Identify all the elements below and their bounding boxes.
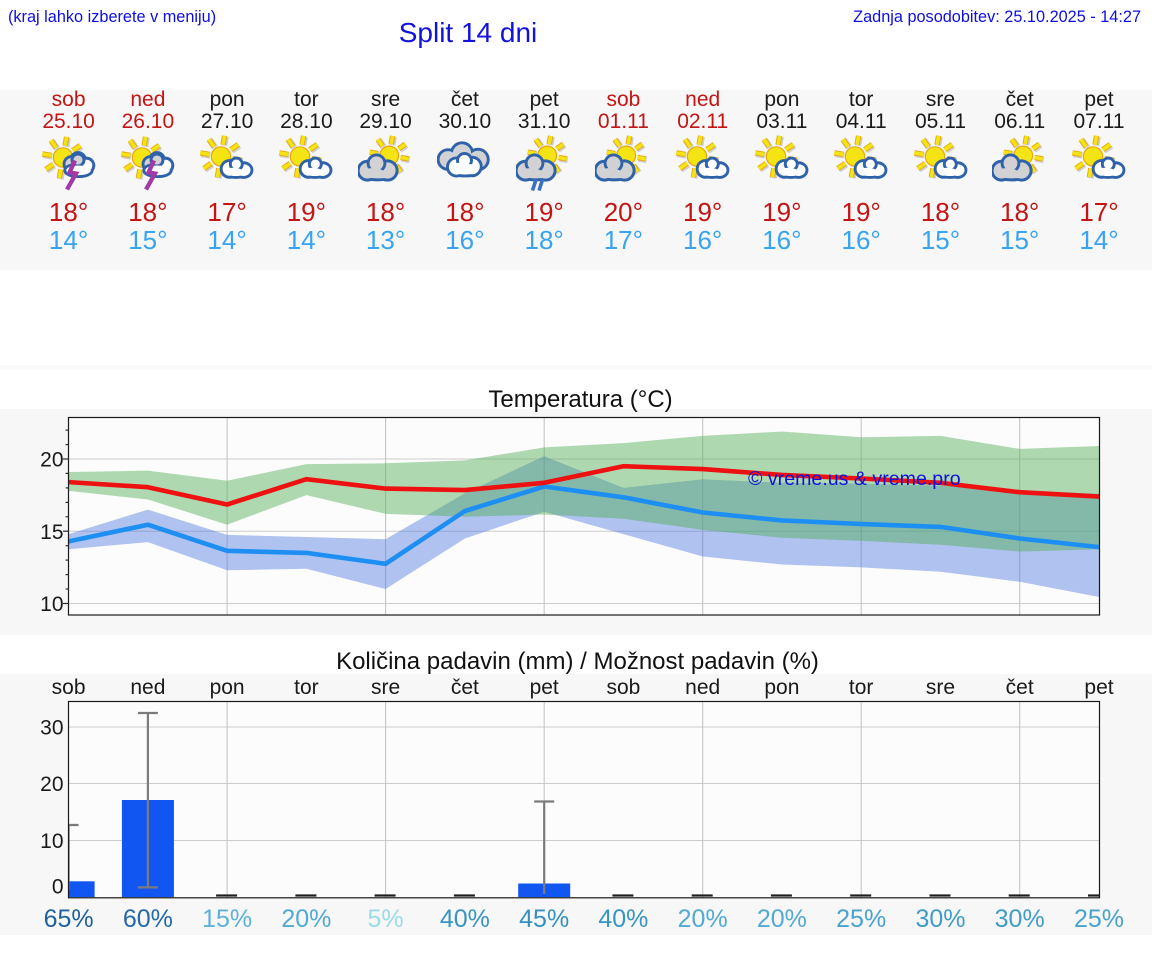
- svg-text:20: 20: [40, 449, 63, 472]
- svg-text:10: 10: [40, 593, 63, 616]
- svg-text:0: 0: [52, 876, 64, 899]
- svg-text:10: 10: [40, 830, 63, 853]
- svg-text:20: 20: [40, 773, 63, 796]
- svg-text:30: 30: [40, 717, 63, 740]
- svg-text:15: 15: [40, 521, 63, 544]
